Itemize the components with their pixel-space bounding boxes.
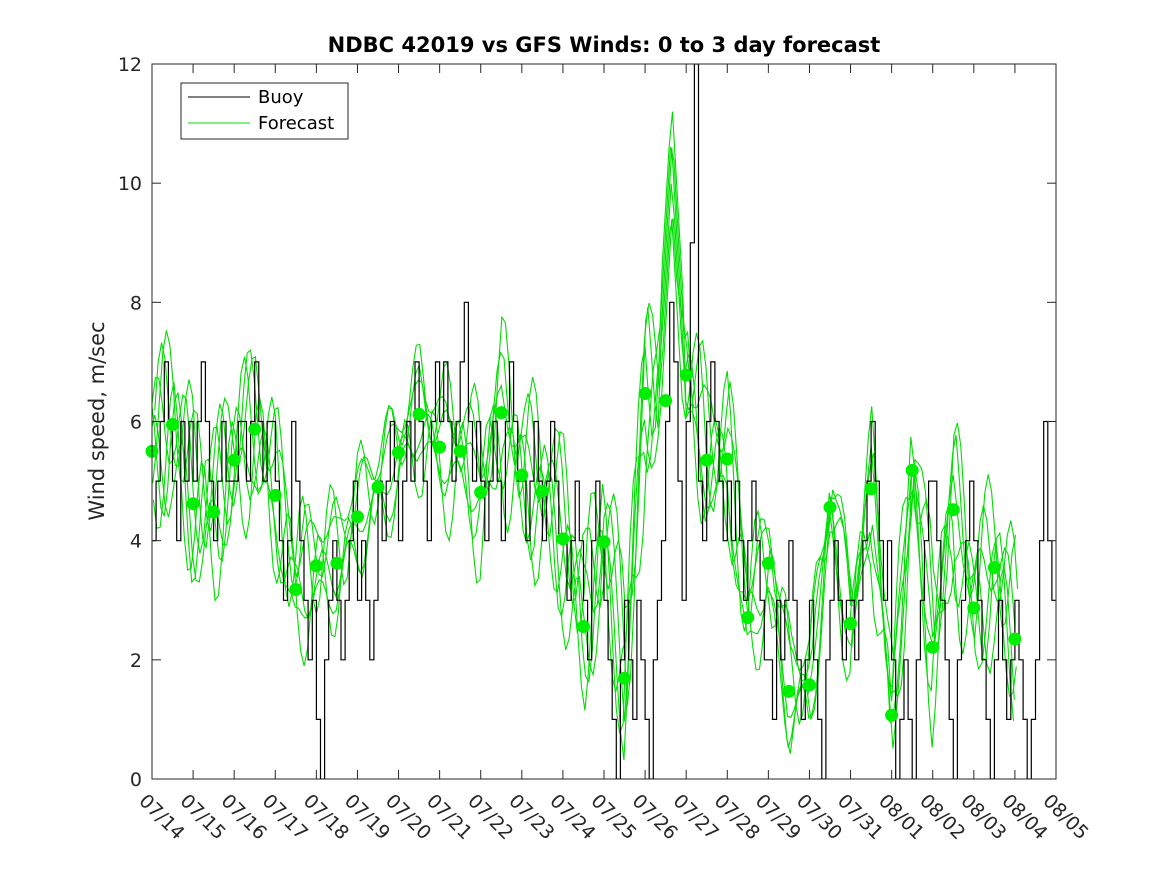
legend-forecast-label: Forecast: [258, 113, 334, 134]
forecast-marker: [268, 488, 282, 502]
forecast-marker: [597, 535, 611, 549]
forecast-marker: [207, 505, 221, 519]
forecast-marker: [720, 452, 734, 466]
x-tick-label: 08/01: [874, 790, 928, 844]
forecast-marker: [987, 561, 1001, 574]
forecast-marker: [823, 500, 837, 514]
forecast-marker: [453, 444, 467, 458]
forecast-marker: [659, 394, 673, 408]
forecast-marker: [556, 532, 570, 546]
y-tick-label: 0: [130, 769, 142, 791]
forecast-marker: [474, 485, 488, 499]
x-tick-label: 07/18: [299, 790, 353, 844]
x-tick-label: 07/17: [258, 790, 312, 844]
x-tick-label: 07/26: [628, 790, 682, 844]
y-axis: 0 2 4 6 8 10 12: [118, 54, 1056, 791]
forecast-markers: [145, 368, 1022, 722]
x-tick-label: 07/19: [340, 790, 394, 844]
x-tick-label: 07/30: [792, 790, 846, 844]
forecast-marker: [577, 620, 590, 633]
forecast-marker: [885, 708, 899, 722]
forecast-marker: [494, 406, 508, 420]
forecast-line-5: [152, 219, 1015, 761]
forecast-marker: [618, 671, 631, 685]
x-tick-label: 07/28: [710, 790, 764, 844]
y-tick-label: 2: [130, 650, 142, 672]
x-tick-label: 08/02: [915, 790, 969, 844]
legend: Buoy Forecast: [180, 82, 349, 140]
forecast-series: [152, 111, 1019, 761]
y-tick-label: 8: [130, 292, 142, 314]
forecast-marker: [946, 503, 960, 517]
forecast-marker: [741, 611, 755, 624]
forecast-marker: [700, 453, 714, 467]
forecast-marker: [844, 617, 857, 630]
legend-buoy-label: Buoy: [258, 87, 304, 108]
buoy-series: [152, 64, 1056, 779]
plot-frame: [151, 63, 1057, 780]
y-tick-label: 6: [130, 412, 142, 434]
x-tick-label: 07/31: [833, 790, 887, 844]
forecast-marker: [166, 418, 179, 431]
legend-box: [180, 82, 349, 140]
forecast-line-3: [152, 183, 1015, 734]
forecast-marker: [309, 559, 323, 573]
y-axis-label: Wind speed, m/sec: [85, 321, 109, 520]
forecast-marker: [782, 684, 796, 698]
x-tick-label: 07/20: [381, 790, 435, 844]
x-tick-label: 07/15: [176, 790, 230, 844]
forecast-marker: [864, 482, 878, 496]
x-tick-label: 07/27: [669, 790, 723, 844]
forecast-marker: [248, 422, 262, 436]
x-tick-label: 07/29: [751, 790, 805, 844]
x-tick-label: 07/14: [134, 790, 188, 844]
y-tick-label: 4: [130, 531, 142, 553]
x-tick-label: 07/23: [504, 790, 558, 844]
x-tick-label: 07/25: [586, 790, 640, 844]
y-tick-label: 10: [118, 173, 142, 195]
forecast-marker: [926, 640, 940, 654]
buoy-line: [152, 64, 1056, 779]
forecast-marker: [371, 480, 385, 494]
forecast-marker: [905, 463, 919, 477]
forecast-marker: [803, 678, 816, 692]
forecast-marker: [289, 583, 303, 596]
chart-title: NDBC 42019 vs GFS Winds: 0 to 3 day fore…: [328, 33, 881, 57]
forecast-marker: [967, 601, 981, 615]
forecast-marker: [330, 556, 344, 570]
forecast-marker: [186, 497, 200, 511]
x-tick-label: 07/22: [463, 790, 517, 844]
x-tick-label: 07/24: [545, 790, 599, 844]
forecast-marker: [412, 407, 426, 421]
x-tick-label: 08/05: [1038, 790, 1092, 844]
forecast-marker: [638, 387, 652, 400]
forecast-line-1: [152, 146, 1017, 754]
forecast-marker: [761, 556, 775, 570]
x-tick-label: 07/16: [217, 790, 271, 844]
forecast-marker: [392, 446, 405, 459]
forecast-marker: [679, 368, 693, 382]
forecast-marker: [1008, 632, 1022, 646]
forecast-marker: [515, 468, 529, 482]
forecast-marker: [351, 510, 364, 524]
forecast-marker: [227, 453, 241, 467]
forecast-marker: [535, 484, 549, 498]
x-tick-label: 08/03: [956, 790, 1010, 844]
forecast-marker: [433, 440, 447, 454]
x-tick-label: 07/21: [422, 790, 476, 844]
x-tick-label: 08/04: [997, 790, 1051, 844]
y-tick-label: 12: [118, 54, 142, 76]
